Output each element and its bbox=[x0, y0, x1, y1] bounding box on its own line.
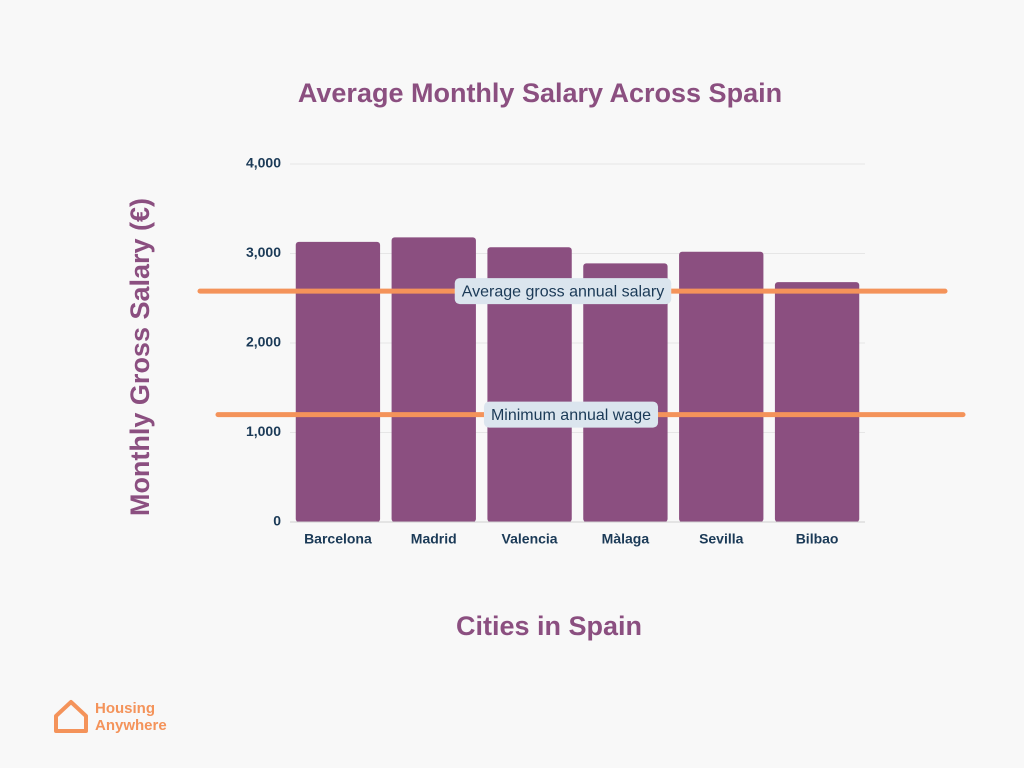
y-tick-label: 4,000 bbox=[246, 155, 281, 171]
logo-text: Housing bbox=[95, 700, 155, 717]
bar bbox=[487, 247, 572, 523]
x-tick-label: Sevilla bbox=[699, 531, 744, 547]
y-tick-label: 3,000 bbox=[246, 244, 281, 260]
bar bbox=[583, 263, 668, 522]
reference-label: Minimum annual wage bbox=[491, 407, 651, 424]
x-tick-label: Bilbao bbox=[796, 531, 839, 547]
logo-icon bbox=[54, 700, 88, 733]
chart-title: Average Monthly Salary Across Spain bbox=[298, 78, 782, 108]
reference-label-box bbox=[483, 401, 659, 428]
y-axis-label: Monthly Gross Salary (€) bbox=[125, 198, 155, 516]
bar bbox=[774, 282, 860, 522]
logo: Housing Anywhere bbox=[54, 700, 167, 734]
bar bbox=[679, 251, 764, 522]
y-tick-label: 1,000 bbox=[246, 423, 281, 439]
y-tick-label: 2,000 bbox=[246, 334, 281, 350]
bar bbox=[295, 241, 381, 523]
x-tick-label: Barcelona bbox=[304, 531, 372, 547]
y-tick-label: 0 bbox=[273, 513, 281, 529]
logo-text: Anywhere bbox=[95, 717, 167, 734]
reference-label: Average gross annual salary bbox=[462, 283, 665, 300]
reference-label-box bbox=[454, 278, 672, 305]
bar bbox=[391, 237, 476, 522]
x-tick-label: Madrid bbox=[411, 531, 457, 547]
x-tick-label: Valencia bbox=[502, 531, 558, 547]
x-tick-label: Màlaga bbox=[602, 531, 650, 547]
x-axis-label: Cities in Spain bbox=[456, 611, 642, 641]
